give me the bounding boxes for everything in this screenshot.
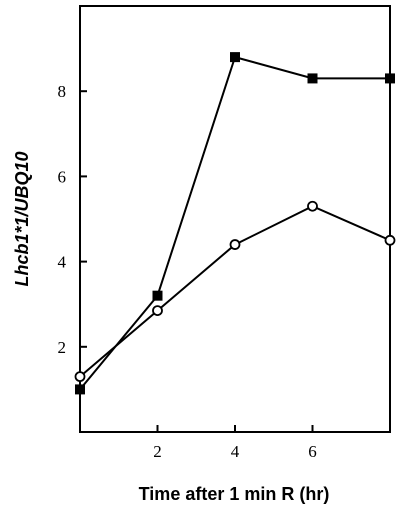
y-axis-title: Lhcb1*1/UBQ10	[12, 151, 32, 286]
y-tick-label: 2	[58, 338, 67, 357]
series-line	[79, 205, 391, 378]
series-line	[79, 55, 390, 391]
series-1	[75, 52, 395, 395]
data-point-circle	[229, 239, 241, 250]
x-tick-label: 4	[231, 442, 240, 461]
data-point-square	[230, 52, 240, 63]
data-point-square	[385, 73, 395, 84]
x-axis-title: Time after 1 min R (hr)	[139, 484, 330, 504]
data-point-circle	[384, 234, 396, 246]
series-2	[74, 200, 396, 383]
data-point-square	[307, 73, 318, 84]
x-tick-label: 2	[153, 442, 162, 461]
data-point-circle	[74, 371, 86, 383]
series-layer	[74, 52, 396, 395]
data-point-square	[152, 290, 163, 301]
y-axis: 2 4 6 8	[58, 82, 87, 357]
x-axis: 2 4 6	[153, 425, 317, 461]
data-point-circle	[307, 200, 318, 212]
y-tick-label: 6	[58, 167, 67, 186]
y-tick-label: 4	[58, 253, 67, 272]
x-tick-label: 6	[308, 442, 317, 461]
y-tick-label: 8	[58, 82, 67, 101]
data-point-circle	[152, 305, 163, 316]
data-point-square	[75, 384, 85, 395]
